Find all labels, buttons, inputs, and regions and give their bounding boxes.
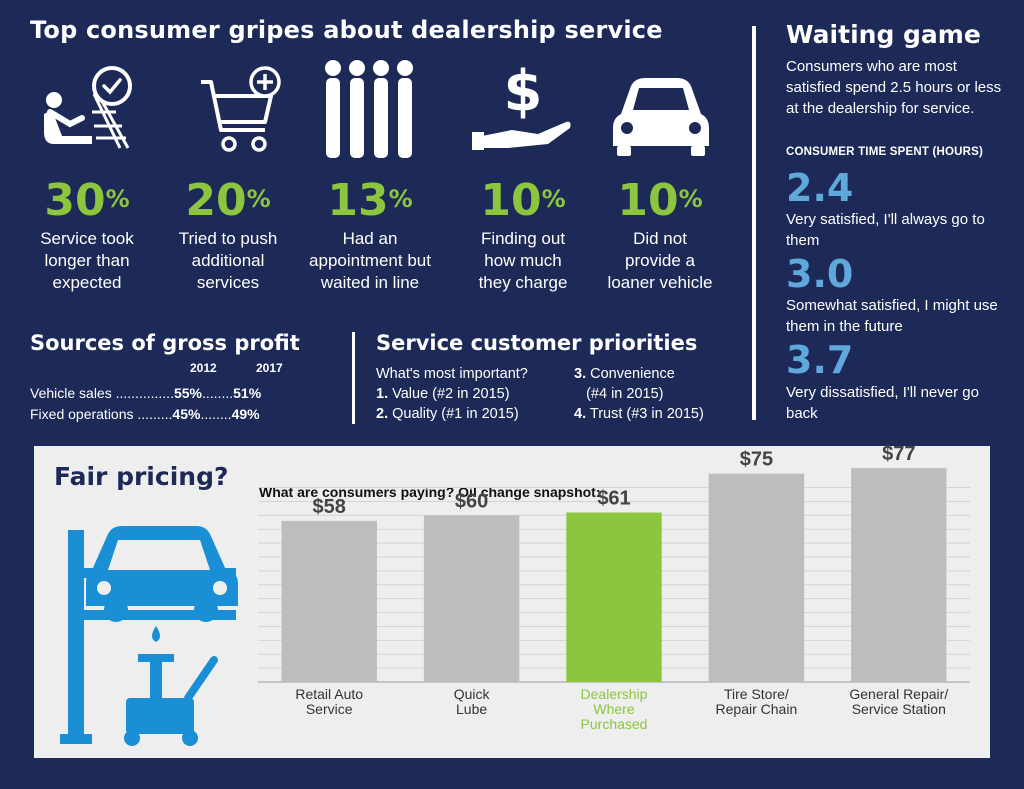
category-label: Tire Store/	[724, 686, 789, 702]
time-stat-value: 3.7	[786, 338, 854, 382]
waiting-person-clock-icon	[44, 66, 132, 149]
category-label: Repair Chain	[716, 701, 798, 717]
category-label: Service	[306, 701, 353, 717]
time-stat-label: Very dissatisfied, I'll never go back	[786, 384, 979, 422]
gripe-item: 10% Did not provide a loaner vehicle	[585, 52, 735, 294]
bar-value-label: $61	[597, 488, 630, 510]
chart-bar	[708, 473, 805, 682]
time-stat-label: Very satisfied, I'll always go to them	[786, 211, 985, 249]
time-stat-value: 3.0	[786, 252, 854, 296]
category-label: Retail Auto	[295, 686, 363, 702]
waiting-game-subtitle: CONSUMER TIME SPENT (HOURS)	[786, 146, 984, 158]
people-in-line-icon	[325, 60, 413, 158]
dollar-hand-icon: $	[472, 59, 571, 150]
svg-text:$: $	[504, 59, 543, 124]
gripe-description: Had an appointment but waited in line	[309, 229, 431, 292]
vertical-divider	[352, 332, 355, 424]
chart-bar	[851, 468, 947, 682]
bar-value-label: $75	[740, 449, 773, 471]
gripe-percent: 10%	[617, 175, 703, 226]
priority-item: 1. Value (#2 in 2015)	[376, 386, 510, 402]
profit-row: Vehicle sales ...............55%........…	[30, 385, 262, 401]
gripe-description: Finding out how much they charge	[478, 229, 568, 292]
gripe-description: Did not provide a loaner vehicle	[607, 229, 713, 292]
time-stat-value: 2.4	[786, 166, 854, 210]
gripe-item: 30% Service took longer than expected	[12, 52, 162, 294]
category-label: Purchased	[581, 716, 648, 732]
gripe-description: Service took longer than expected	[40, 229, 134, 292]
gripes-title: Top consumer gripes about dealership ser…	[30, 16, 663, 44]
car-front-icon	[613, 78, 709, 156]
category-label: Dealership	[581, 686, 648, 702]
gripe-percent: 30%	[44, 175, 130, 226]
chart-bar	[566, 512, 662, 682]
profit-year-header: 2012	[190, 361, 217, 375]
time-stat-label: Somewhat satisfied, I might use them in …	[786, 297, 998, 335]
gripe-item: 13% Had an appointment but waited in line	[295, 52, 445, 294]
gripe-percent: 20%	[185, 175, 271, 226]
category-label: Service Station	[852, 701, 946, 717]
fair-pricing-title: Fair pricing?	[54, 462, 229, 491]
waiting-game-intro: Consumers who are most satisfied spend 2…	[786, 58, 1002, 117]
priority-item: 2. Quality (#1 in 2015)	[376, 406, 519, 422]
profit-row: Fixed operations .........45%........49%	[30, 406, 260, 422]
shopping-cart-plus-icon	[201, 66, 281, 152]
priorities-title: Service customer priorities	[376, 331, 698, 355]
vertical-divider	[752, 26, 756, 420]
profit-year-header: 2017	[256, 361, 283, 375]
bar-value-label: $77	[882, 443, 915, 465]
bar-value-label: $58	[313, 496, 346, 518]
bar-value-label: $60	[455, 490, 488, 512]
car-lift-oil-change-icon	[60, 526, 238, 746]
gripe-percent: 10%	[480, 175, 566, 226]
category-label: Quick	[454, 686, 491, 702]
priority-item: 3. Convenience (#4 in 2015)	[574, 366, 675, 402]
gripe-description: Tried to push additional services	[178, 229, 278, 292]
category-label: Where	[593, 701, 634, 717]
gripe-item: 20% Tried to push additional services	[153, 52, 303, 294]
gripe-percent: 13%	[327, 175, 413, 226]
priorities-question: What's most important?	[376, 366, 528, 382]
gripe-item: $ 10% Finding out how much they charge	[448, 52, 598, 294]
waiting-game-title: Waiting game	[786, 20, 981, 49]
profit-title: Sources of gross profit	[30, 331, 300, 355]
chart-bar	[423, 515, 520, 682]
category-label: Lube	[456, 701, 487, 717]
category-label: General Repair/	[849, 686, 948, 702]
chart-bar	[281, 520, 377, 682]
priority-item: 4. Trust (#3 in 2015)	[574, 406, 704, 422]
